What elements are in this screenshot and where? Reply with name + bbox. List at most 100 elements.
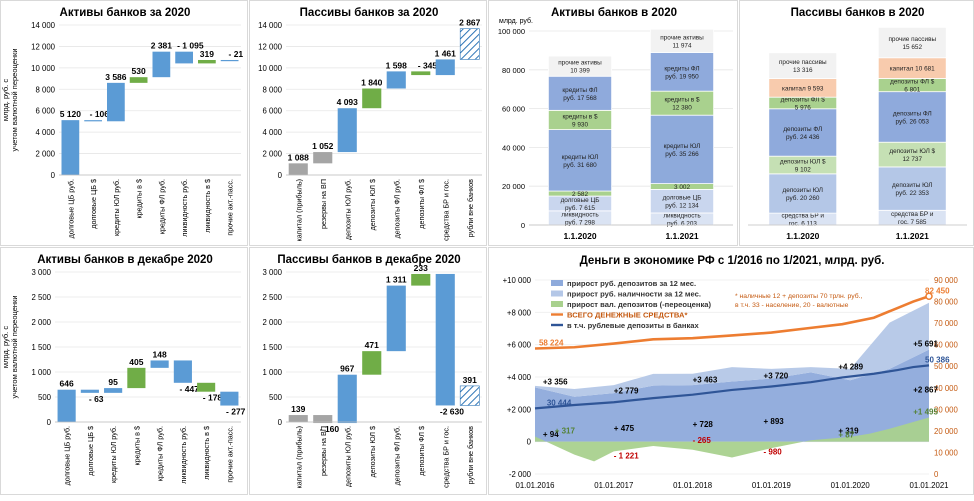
x-tick-label: 01.01.2020 (831, 481, 871, 490)
segment-label: депозиты ФЛ $ (781, 96, 826, 103)
left-tick-label: +10 000 (503, 276, 532, 285)
data-label: - 265 (693, 436, 712, 445)
x-tick-label: депозиты ФЛ $ (417, 426, 426, 476)
stack-segment (768, 52, 838, 79)
line-rub_deposits (534, 364, 930, 410)
right-tick-label: 90 000 (934, 276, 959, 285)
y-tick-label: 12 000 (258, 42, 283, 51)
x-tick-label: капитал (прибыль) (294, 179, 303, 242)
data-label: 58 224 (539, 338, 564, 347)
stack-segment (768, 108, 838, 157)
y-tick-label: 8 000 (262, 85, 282, 94)
y-tick-label: 4 000 (262, 128, 282, 137)
data-label: -2 630 (440, 406, 464, 416)
data-label: - 160 (320, 424, 340, 434)
data-label: 148 (153, 349, 167, 359)
data-label: + 94 (543, 430, 559, 439)
segment-label: 11 974 (672, 42, 692, 49)
stack-segment (649, 28, 715, 53)
x-tick-label: депозиты ФЛ руб. (392, 179, 401, 238)
chart-title: Пассивы банков за 2020 (300, 7, 439, 19)
segment-label: 6 801 (904, 87, 920, 94)
area-fx_deposit_growth (535, 417, 929, 462)
x-tick-label: рубли вне банков (466, 426, 475, 485)
y-tick-label: 0 (278, 171, 283, 180)
panel-assets-2020: Активы банков за 2020 млрд. руб. сучетом … (0, 0, 248, 246)
y-tick-label: 10 000 (258, 64, 283, 73)
y-tick-label: 3 000 (31, 268, 51, 277)
data-label: 471 (365, 340, 379, 350)
area-line-money-economy: Деньги в экономике РФ с 1/2016 по 1/2021… (503, 255, 959, 490)
data-label: 50 386 (925, 355, 950, 364)
area-rub_deposit_growth (535, 349, 929, 442)
y-tick-label: 6 000 (262, 107, 282, 116)
data-label: 1 052 (312, 141, 334, 151)
waterfall-bar (288, 415, 308, 422)
data-label: +2 779 (614, 387, 639, 396)
y-tick-label: 2 500 (31, 293, 51, 302)
segment-label: депозиты ФЛ (893, 110, 932, 117)
waterfall-bar (127, 367, 146, 389)
waterfall-bar (386, 71, 406, 89)
waterfall-bar (57, 389, 76, 422)
data-label: 139 (291, 404, 305, 414)
waterfall-bar (61, 120, 80, 175)
segment-label: руб. 12 134 (665, 202, 699, 210)
waterfall-bar (362, 351, 382, 375)
right-tick-label: 70 000 (934, 319, 959, 328)
data-label: 82 450 (925, 286, 950, 295)
x-tick-label: 1.1.2021 (665, 231, 698, 241)
y-tick-label: 40 000 (502, 143, 525, 152)
y-tick-label: 100 000 (498, 27, 525, 36)
segment-label: депозиты ФЛ $ (890, 79, 935, 86)
waterfall-bar (313, 152, 333, 164)
legend-label: в т.ч. рублевые депозиты в банках (567, 321, 699, 330)
y-tick-label: 0 (278, 418, 283, 427)
waterfall-liabilities-2020: Пассивы банков за 2020 0 2 000 4 000 6 000 8 … (258, 7, 482, 242)
y-tick-label: 12 000 (31, 42, 56, 51)
legend-label: прирост вал. депозитов (-переоценка) (567, 300, 711, 309)
stack-segment (649, 52, 715, 92)
segment-label: руб. 31 680 (563, 161, 597, 169)
stack-segment (649, 114, 715, 185)
data-label: 405 (129, 357, 143, 367)
data-label: 319 (200, 49, 214, 59)
chart-title: Деньги в экономике РФ с 1/2016 по 1/2021… (580, 255, 885, 267)
segment-label: 2 582 (572, 191, 588, 198)
legend-label: ВСЕГО ДЕНЕЖНЫЕ СРЕДСТВА* (567, 311, 687, 320)
x-tick-label: депозиты ФЛ руб. (392, 426, 401, 485)
y-tick-label: 20 000 (502, 182, 525, 191)
segment-label: депозиты ЮЛ $ (780, 159, 826, 166)
segment-label: ликвидность (561, 211, 599, 218)
x-tick-label: 01.01.2018 (673, 481, 712, 490)
x-tick-label: прочие акт.-пасс. (226, 179, 235, 236)
left-tick-label: +2 000 (507, 405, 532, 414)
x-tick-label: 01.01.2019 (752, 481, 791, 490)
panel-liabilities-dec-2020: Пассивы банков в декабре 2020 0 500 1 000 1 … (249, 247, 487, 495)
x-tick-label: 1.1.2020 (786, 231, 819, 241)
y-tick-label: 2 000 (35, 150, 55, 159)
segment-label: кредиты ЮЛ (664, 143, 701, 150)
x-tick-label: резервы на ВП (319, 426, 328, 476)
y-tick-label: 2 500 (262, 293, 282, 302)
data-label: +5 691 (913, 340, 938, 349)
stacked-assets-2020: Активы банков в 2020 млрд. руб. 0 20 000 40 … (498, 7, 733, 241)
x-tick-label: кредиты в $ (132, 426, 141, 465)
segment-label: капитал 9 593 (782, 85, 824, 92)
x-tick-label: кредиты в $ (135, 179, 144, 218)
data-label: 2 867 (459, 18, 481, 28)
segment-label: капитал 10 681 (890, 66, 935, 73)
segment-label: 9 930 (572, 121, 588, 128)
right-tick-label: 30 000 (934, 405, 959, 414)
segment-label: руб. 17 568 (563, 94, 597, 102)
x-tick-label: 01.01.2021 (909, 481, 948, 490)
segment-label: 9 102 (795, 167, 811, 174)
segment-label: прочие пассивы (888, 36, 936, 43)
data-label: + 317 (555, 427, 576, 436)
waterfall-bar (435, 273, 455, 406)
segment-label: депозиты ЮЛ (783, 187, 823, 194)
endpoint-marker (925, 292, 933, 301)
data-label: +3 463 (693, 376, 718, 385)
left-tick-label: +4 000 (507, 373, 532, 382)
data-label: 3 586 (105, 72, 127, 82)
